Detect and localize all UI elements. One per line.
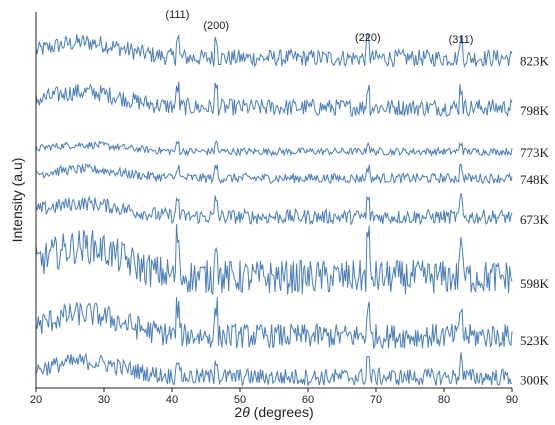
x-tick-label: 90 bbox=[506, 394, 518, 406]
series-line-673K bbox=[35, 193, 513, 226]
x-tick-label: 30 bbox=[98, 394, 110, 406]
series-line-773K bbox=[35, 140, 513, 158]
series-line-300K bbox=[35, 352, 512, 387]
peak-label: (111) bbox=[165, 9, 189, 21]
x-tick-label: 70 bbox=[370, 394, 382, 406]
series-line-798K bbox=[35, 81, 513, 117]
peak-label: (200) bbox=[203, 20, 229, 32]
series-label: 673K bbox=[520, 212, 550, 227]
x-tick-label: 50 bbox=[234, 394, 246, 406]
series-lines bbox=[35, 33, 513, 387]
x-tick-label: 80 bbox=[438, 394, 450, 406]
series-label: 300K bbox=[520, 373, 550, 388]
x-axis-title-suffix: (degrees) bbox=[250, 404, 314, 420]
peak-label: (220) bbox=[355, 32, 381, 44]
series-label: 798K bbox=[520, 103, 550, 118]
series-line-748K bbox=[35, 163, 513, 185]
series-line-523K bbox=[35, 296, 513, 350]
series-label: 823K bbox=[520, 53, 550, 68]
x-tick-label: 40 bbox=[166, 394, 178, 406]
series-label: 748K bbox=[520, 172, 550, 187]
x-axis-title-theta: θ bbox=[242, 404, 250, 420]
x-tick-label: 20 bbox=[30, 394, 42, 406]
series-line-823K bbox=[35, 33, 513, 68]
y-axis-title: Intensity (a.u) bbox=[9, 158, 25, 243]
x-axis-title-prefix: 2 bbox=[234, 404, 242, 420]
x-axis-title: 2θ (degrees) bbox=[234, 404, 313, 420]
x-axis-ticks: 20 30 40 50 60 70 80 90 bbox=[30, 388, 518, 406]
series-label: 773K bbox=[520, 145, 550, 160]
series-line-598K bbox=[35, 224, 513, 296]
peak-label: (311) bbox=[449, 34, 474, 46]
peak-labels: (111) (200) (220) (311) bbox=[165, 9, 473, 46]
series-label: 598K bbox=[520, 276, 550, 291]
temperature-labels: 823K 798K 773K 748K 673K 598K 523K 300K bbox=[520, 53, 550, 387]
series-label: 523K bbox=[520, 333, 550, 348]
x-tick-label: 60 bbox=[302, 394, 314, 406]
